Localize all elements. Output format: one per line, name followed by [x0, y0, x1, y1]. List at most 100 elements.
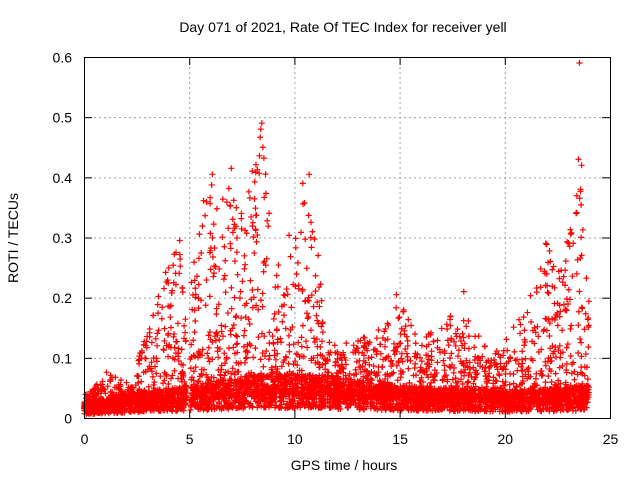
data-point [578, 201, 585, 208]
data-point [563, 307, 570, 314]
data-point [382, 371, 389, 378]
data-point [259, 290, 266, 297]
data-point [154, 342, 161, 349]
data-point [221, 350, 228, 357]
data-point [213, 311, 220, 318]
data-point [263, 395, 270, 402]
data-point [225, 185, 232, 192]
data-point [370, 363, 377, 370]
data-point [274, 383, 281, 390]
data-point [543, 316, 550, 323]
data-point [225, 225, 232, 232]
data-point [233, 359, 240, 366]
data-point [418, 358, 425, 365]
data-point [286, 232, 293, 239]
data-point [559, 327, 566, 334]
data-point [298, 343, 305, 350]
data-point [493, 363, 500, 370]
data-point [291, 375, 298, 382]
data-point [514, 405, 521, 412]
data-point [510, 324, 517, 331]
data-point [198, 250, 205, 256]
data-point [582, 310, 589, 317]
data-point [543, 327, 550, 334]
data-point [567, 352, 574, 359]
data-point [254, 373, 261, 380]
data-point [243, 230, 250, 237]
data-point [360, 386, 367, 393]
data-point [585, 344, 592, 351]
data-point [153, 370, 160, 377]
data-point [138, 378, 145, 385]
data-point [336, 367, 343, 374]
data-point [510, 380, 517, 387]
data-point [533, 285, 540, 292]
data-point [280, 359, 287, 366]
data-point [439, 377, 446, 384]
data-point [245, 316, 252, 323]
data-point [555, 268, 562, 275]
data-point [503, 336, 510, 343]
data-point [564, 238, 571, 245]
data-point [221, 360, 228, 367]
data-point [570, 240, 577, 247]
data-point [531, 340, 538, 347]
data-point [403, 400, 410, 407]
data-point [196, 373, 203, 380]
data-point [257, 134, 264, 141]
data-point [192, 285, 199, 292]
data-point [187, 384, 194, 391]
data-point [525, 365, 532, 372]
data-point [481, 343, 488, 350]
data-point [181, 378, 188, 385]
data-point [246, 194, 253, 201]
data-point [219, 333, 226, 340]
data-point [275, 308, 282, 315]
data-point [146, 325, 153, 332]
data-point [445, 342, 452, 349]
data-point [195, 295, 202, 302]
data-point [359, 349, 366, 356]
data-point [365, 355, 372, 362]
data-point [177, 396, 184, 403]
data-point [367, 401, 374, 408]
data-point [262, 171, 269, 178]
data-point [567, 226, 574, 233]
data-point [571, 385, 578, 392]
data-point [317, 404, 324, 411]
data-point [103, 401, 110, 408]
data-point [419, 406, 426, 413]
data-point [345, 404, 352, 411]
data-point [165, 380, 172, 387]
data-point [160, 380, 167, 387]
data-point [151, 363, 158, 370]
data-point [211, 406, 218, 413]
data-point [412, 331, 419, 338]
data-point [527, 400, 534, 407]
data-point [551, 300, 558, 307]
data-point [463, 323, 470, 330]
data-point [244, 399, 251, 406]
data-point [247, 277, 254, 284]
data-point [151, 379, 158, 386]
data-point [527, 373, 534, 380]
data-point [294, 362, 301, 369]
data-point [226, 394, 233, 401]
data-point [249, 286, 256, 293]
data-point [324, 372, 331, 379]
data-point [252, 205, 259, 212]
data-point [322, 366, 329, 373]
data-point [392, 403, 399, 410]
data-point [342, 376, 349, 383]
data-point [327, 391, 334, 398]
data-point [170, 333, 177, 340]
data-point [244, 376, 251, 383]
data-point [540, 328, 547, 335]
data-point [436, 346, 443, 353]
data-point [545, 393, 552, 400]
data-point [447, 316, 454, 323]
data-point [423, 371, 430, 378]
data-point [217, 377, 224, 384]
data-point [394, 377, 401, 384]
data-point [305, 212, 312, 219]
